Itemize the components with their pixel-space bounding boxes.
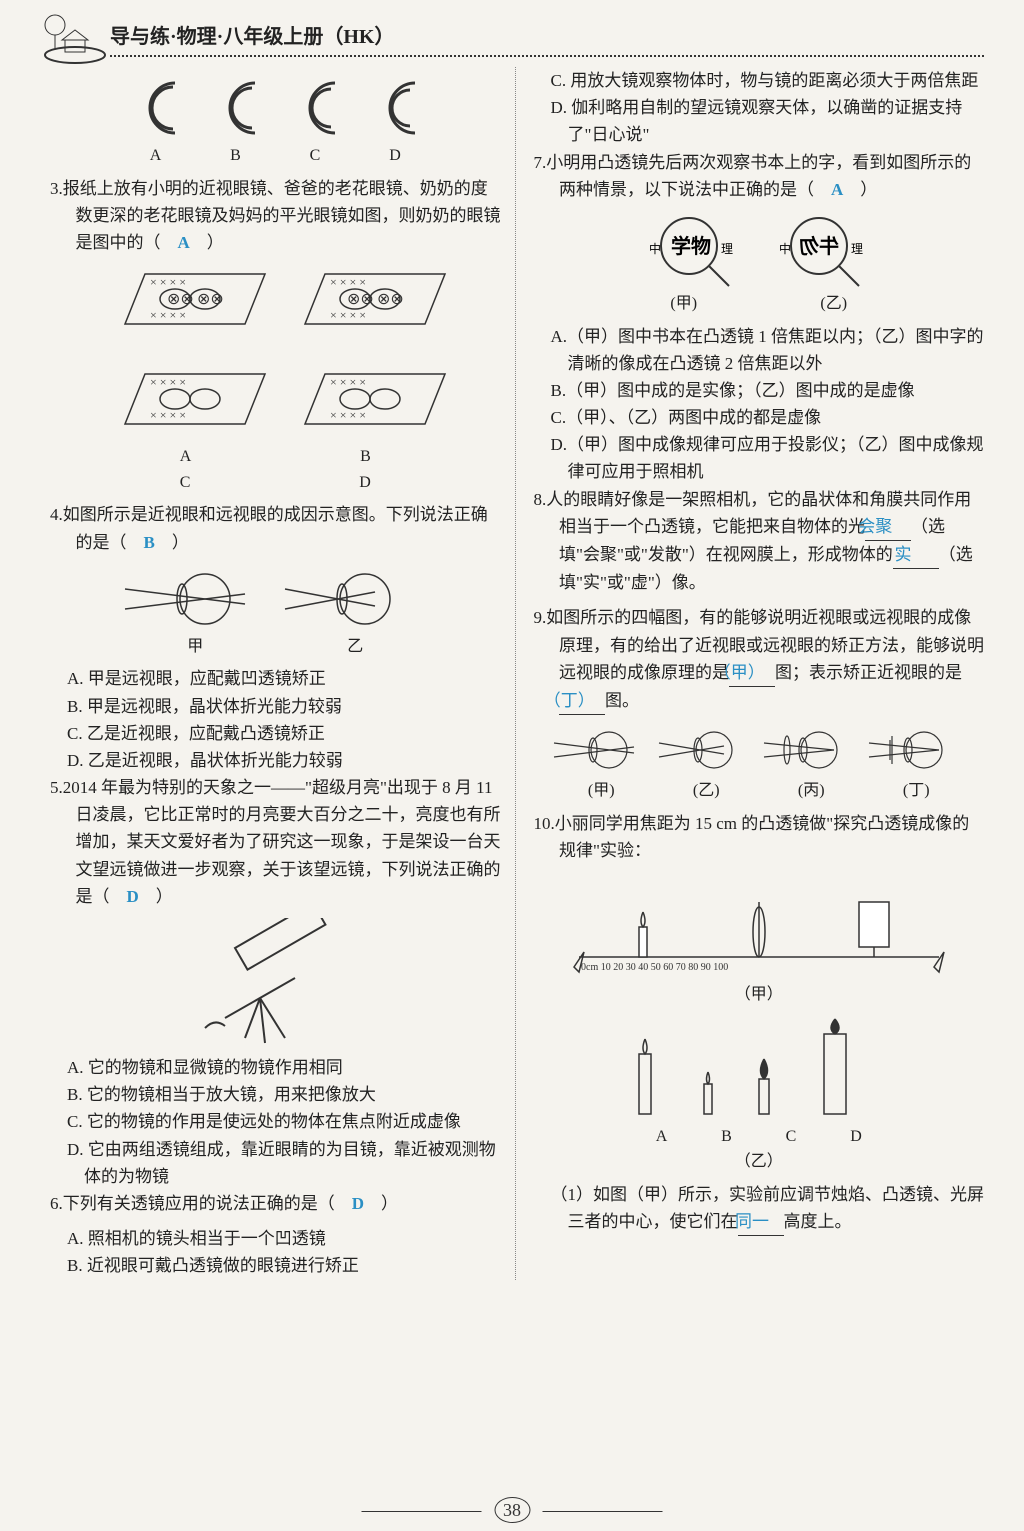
- q4-opt-a: A. 甲是远视眼，应配戴凹透镜矫正: [50, 665, 501, 692]
- q7-opt-b: B.（甲）图中成的是实像；（乙）图中成的是虚像: [534, 377, 985, 404]
- q5-opt-d: D. 它由两组透镜组成，靠近眼睛的为目镜，靠近被观测物体的为物镜: [50, 1136, 501, 1190]
- svg-text:× × × ×: × × × ×: [150, 408, 186, 422]
- q5-answer: D: [127, 887, 139, 906]
- q4: 4.如图所示是近视眼和远视眼的成因示意图。下列说法正确的是（ B ）: [50, 501, 501, 555]
- page-header-title: 导与练·物理·八年级上册（HK）: [110, 20, 394, 49]
- q7-answer: A: [831, 180, 843, 199]
- svg-text:理: 理: [721, 242, 733, 256]
- q8-blank1: 会聚: [865, 513, 911, 541]
- svg-text:× × × ×: × × × ×: [330, 408, 366, 422]
- page-number: 38: [354, 1500, 671, 1521]
- q2-label-c: C: [310, 143, 321, 169]
- q9: 9.如图所示的四幅图，有的能够说明近视眼或远视眼的成像原理，有的给出了近视眼或远…: [534, 604, 985, 715]
- q2-figure: A B C D: [50, 73, 501, 169]
- q9-figure: (甲) (乙) (丙) (丁): [534, 723, 985, 804]
- q5-opt-b: B. 它的物镜相当于放大镜，用来把像放大: [50, 1081, 501, 1108]
- q7-figure: 学物 牛勿 中理 中理 (甲) (乙): [534, 211, 985, 317]
- q5-opt-c: C. 它的物镜的作用是使远处的物体在焦点附近成虚像: [50, 1108, 501, 1135]
- q10-sub1: （1）如图（甲）所示，实验前应调节烛焰、凸透镜、光屏三者的中心，使它们在同一高度…: [534, 1181, 985, 1236]
- q4-figure: 甲 乙: [50, 564, 501, 660]
- q6-opt-d: D. 伽利略用自制的望远镜观察天体，以确凿的证据支持了"日心说": [534, 94, 985, 148]
- q8: 8.人的眼睛好像是一架照相机，它的晶状体和角膜共同作用相当于一个凸透镜，它能把来…: [534, 486, 985, 597]
- svg-text:× × × ×: × × × ×: [150, 308, 186, 322]
- q9-blank2: （丁）: [559, 687, 605, 715]
- q7-opt-c: C.（甲）、（乙）两图中成的都是虚像: [534, 404, 985, 431]
- svg-text:⊗⊗: ⊗⊗: [167, 291, 194, 308]
- svg-text:⊗⊗: ⊗⊗: [347, 291, 374, 308]
- q4-answer: B: [144, 533, 155, 552]
- q10: 10.小丽同学用焦距为 15 cm 的凸透镜做"探究凸透镜成像的规律"实验：: [534, 810, 985, 864]
- q6-answer: D: [352, 1194, 364, 1213]
- svg-text:× × × ×: × × × ×: [330, 275, 366, 289]
- q6: 6.下列有关透镜应用的说法正确的是（ D ）: [50, 1190, 501, 1217]
- q5: 5.2014 年最为特别的天象之一——"超级月亮"出现于 8 月 11 日凌晨，…: [50, 774, 501, 910]
- q2-label-b: B: [230, 143, 241, 169]
- svg-text:⊗⊗: ⊗⊗: [377, 291, 404, 308]
- q5-opt-a: A. 它的物镜和显微镜的物镜作用相同: [50, 1054, 501, 1081]
- q3-answer: A: [178, 233, 190, 252]
- q7-opt-d: D.（甲）图中成像规律可应用于投影仪；（乙）图中成像规律可应用于照相机: [534, 431, 985, 485]
- q10-figure-jia: 0cm 10 20 30 40 50 60 70 80 90 100 （甲）: [534, 872, 985, 1008]
- svg-text:理: 理: [851, 242, 863, 256]
- svg-text:× × × ×: × × × ×: [150, 275, 186, 289]
- q7-opt-a: A.（甲）图中书本在凸透镜 1 倍焦距以内；（乙）图中字的清晰的像成在凸透镜 2…: [534, 323, 985, 377]
- svg-text:× × × ×: × × × ×: [330, 375, 366, 389]
- q4-opt-c: C. 乙是近视眼，应配戴凸透镜矫正: [50, 720, 501, 747]
- svg-text:中: 中: [779, 241, 791, 256]
- q2-label-a: A: [150, 143, 162, 169]
- svg-text:0cm 10 20 30 40 50 60 70: 0cm 10 20 30 40 50 60 70 80 90 100: [581, 962, 728, 973]
- q6-opt-b: B. 近视眼可戴凸透镜做的眼镜进行矫正: [50, 1252, 501, 1279]
- svg-text:× × × ×: × × × ×: [150, 375, 186, 389]
- svg-text:牛勿: 牛勿: [799, 234, 839, 258]
- q10-sub1-blank: 同一: [738, 1208, 784, 1236]
- svg-text:中: 中: [649, 241, 661, 256]
- q8-blank2: 实: [893, 541, 939, 569]
- q4-opt-b: B. 甲是远视眼，晶状体折光能力较弱: [50, 693, 501, 720]
- svg-text:× × × ×: × × × ×: [330, 308, 366, 322]
- svg-text:⊗⊗: ⊗⊗: [197, 291, 224, 308]
- q6-opt-c: C. 用放大镜观察物体时，物与镜的距离必须大于两倍焦距: [534, 67, 985, 94]
- q2-label-d: D: [389, 143, 401, 169]
- q3: 3.报纸上放有小明的近视眼镜、爸爸的老花眼镜、奶奶的度数更深的老花眼镜及妈妈的平…: [50, 175, 501, 257]
- q9-blank1: （甲）: [729, 659, 775, 687]
- q5-figure: [50, 918, 501, 1048]
- svg-text:学物: 学物: [671, 234, 711, 258]
- q6-opt-a: A. 照相机的镜头相当于一个凹透镜: [50, 1225, 501, 1252]
- q4-opt-d: D. 乙是近视眼，晶状体折光能力较弱: [50, 747, 501, 774]
- q7: 7.小明用凸透镜先后两次观察书本上的字，看到如图所示的两种情景，以下说法中正确的…: [534, 149, 985, 203]
- q10-figure-yi: A B C D （乙）: [534, 1014, 985, 1175]
- q3-figure: ⊗⊗⊗⊗ ⊗⊗⊗⊗ × × × ×× × × ×: [50, 264, 501, 495]
